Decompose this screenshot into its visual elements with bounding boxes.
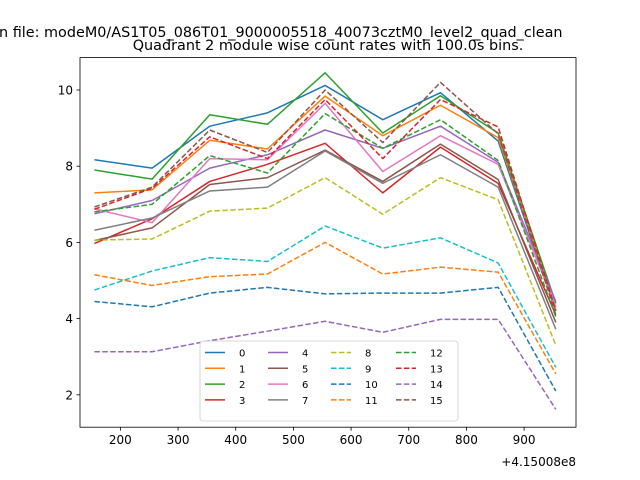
series-line-11 (94, 241, 557, 375)
series-line-7 (94, 150, 557, 330)
series-line-0 (94, 84, 557, 312)
legend-box (199, 340, 459, 422)
legend-label-12: 12 (430, 349, 443, 360)
legend-label-3: 3 (239, 396, 245, 407)
legend-label-5: 5 (302, 364, 308, 375)
plot-frame (79, 57, 577, 428)
x-tick-label: 800 (455, 433, 478, 447)
y-tick-label: 2 (65, 388, 73, 402)
series-line-14 (94, 318, 557, 410)
series-line-8 (94, 176, 557, 346)
chart-title: Quadrant 2 module wise count rates with … (133, 38, 524, 54)
file-suptitle: n file: modeM0/AS1T05_086T01_9000005518_… (0, 25, 563, 41)
y-axis-ticks: 2 4 6 8 10 (58, 83, 80, 402)
series-line-4 (94, 125, 557, 302)
series-line-1 (94, 95, 557, 309)
x-tick-label: 300 (167, 433, 190, 447)
legend-label-13: 13 (430, 364, 443, 375)
series-line-5 (94, 143, 557, 323)
series-line-3 (94, 142, 557, 316)
y-tick-label: 6 (65, 236, 73, 250)
series-line-9 (94, 225, 557, 368)
legend-label-7: 7 (302, 396, 308, 407)
y-tick-label: 8 (65, 160, 73, 174)
legend-label-2: 2 (239, 380, 245, 391)
x-tick-label: 400 (224, 433, 247, 447)
x-axis-ticks: 200 300 400 500 600 700 800 900 (109, 427, 536, 447)
x-tick-label: 900 (513, 433, 536, 447)
y-tick-label: 10 (58, 83, 73, 97)
legend-label-9: 9 (365, 364, 371, 375)
series-line-12 (94, 112, 557, 317)
x-tick-label: 600 (340, 433, 363, 447)
legend-label-6: 6 (302, 380, 308, 391)
legend-label-14: 14 (430, 380, 443, 391)
y-tick-label: 4 (65, 312, 73, 326)
legend-label-1: 1 (239, 364, 245, 375)
series-line-13 (94, 98, 557, 311)
series-line-2 (94, 72, 557, 304)
series-line-15 (94, 81, 557, 316)
legend-label-4: 4 (302, 349, 308, 360)
legend-label-11: 11 (365, 396, 378, 407)
legend-label-8: 8 (365, 349, 371, 360)
legend-label-0: 0 (239, 349, 245, 360)
series-line-6 (94, 102, 557, 308)
x-tick-label: 500 (282, 433, 305, 447)
legend-label-15: 15 (430, 396, 443, 407)
legend-label-10: 10 (365, 380, 378, 391)
series-layer (94, 72, 557, 410)
x-tick-label: 200 (109, 433, 132, 447)
x-tick-label: 700 (397, 433, 420, 447)
x-offset-label: +4.15008e8 (501, 455, 576, 469)
series-line-10 (94, 286, 557, 392)
